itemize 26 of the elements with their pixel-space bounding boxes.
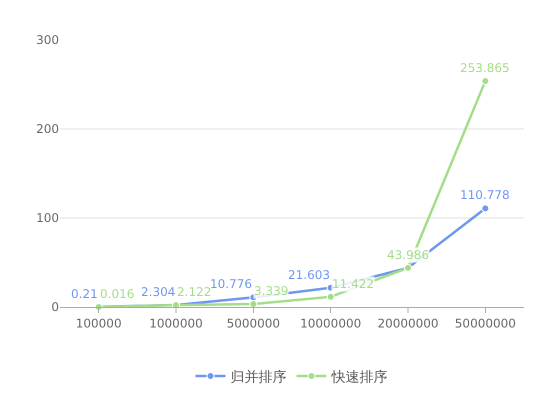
data-label: 2.122 (177, 285, 212, 299)
x-tick-label: 10000000 (300, 316, 362, 330)
point (481, 77, 490, 86)
x-tick-label: 1000000 (149, 316, 203, 330)
point (326, 292, 335, 301)
data-label: 21.603 (288, 268, 330, 282)
x-tick-label: 50000000 (454, 316, 516, 330)
y-tick-label: 300 (36, 33, 59, 48)
data-label: 110.778 (460, 188, 510, 202)
data-label: 2.304 (141, 285, 176, 299)
data-label: 0.21 (71, 287, 98, 301)
y-tick-label: 0 (51, 300, 59, 314)
data-label: 0.016 (100, 287, 134, 301)
data-label: 10.776 (210, 277, 252, 291)
x-tick-label: 20000000 (377, 316, 439, 330)
y-tick-label: 200 (36, 122, 59, 136)
legend-label: 快速排序 (330, 369, 388, 386)
data-label: 11.422 (332, 277, 374, 291)
x-tick-label: 100000 (76, 316, 122, 330)
point (481, 204, 490, 212)
y-tick-label: 100 (36, 211, 59, 226)
x-tick-label: 5000000 (226, 316, 280, 330)
data-label: 3.339 (254, 284, 288, 298)
data-label: 253.865 (460, 61, 510, 75)
legend-label: 归并排序 (230, 369, 286, 386)
data-label: 43.986 (387, 248, 429, 262)
